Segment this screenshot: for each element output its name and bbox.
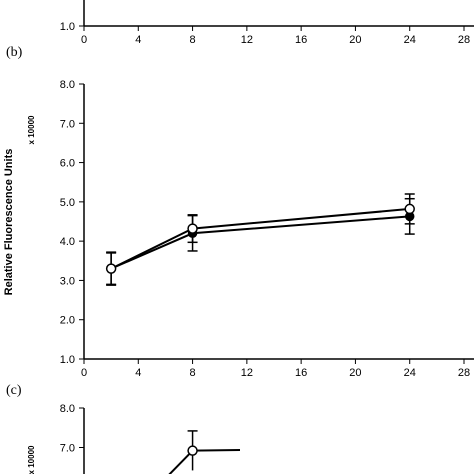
y-multiplier-c: x 10000 bbox=[27, 445, 36, 474]
b-y-tick-label: 7.0 bbox=[60, 118, 75, 130]
panel-label-b: (b) bbox=[6, 45, 23, 60]
b-x-tick-label: 16 bbox=[295, 367, 307, 379]
a-x-tick-label: 28 bbox=[458, 34, 470, 46]
b-series-1-line bbox=[110, 215, 410, 270]
a-x-tick-label: 20 bbox=[349, 34, 361, 46]
b-series-2-point bbox=[105, 263, 117, 274]
a-x-tick-label: 0 bbox=[81, 34, 87, 46]
b-x-tick-label: 8 bbox=[190, 367, 196, 379]
b-x-tick-label: 4 bbox=[135, 367, 141, 379]
b-x-tick-label: 24 bbox=[404, 367, 416, 379]
y-axis-label-b: Relative Fluorescence Units bbox=[3, 149, 15, 296]
b-x-tick-label: 12 bbox=[241, 367, 253, 379]
b-x-tick-label: 0 bbox=[81, 367, 87, 379]
a-x-tick-label: 4 bbox=[135, 34, 141, 46]
b-y-tick-label: 6.0 bbox=[60, 158, 75, 170]
a-x-tick-label: 24 bbox=[404, 34, 416, 46]
b-y-tick-label: 2.0 bbox=[60, 315, 75, 327]
a-y-tick-label: 1.0 bbox=[60, 21, 75, 33]
b-series-2-line bbox=[110, 207, 410, 270]
b-y-tick-label: 5.0 bbox=[60, 197, 75, 209]
a-x-tick-label: 16 bbox=[295, 34, 307, 46]
y-multiplier-b: x 10000 bbox=[27, 115, 36, 144]
a-x-tick-label: 12 bbox=[241, 34, 253, 46]
c-point bbox=[187, 445, 198, 456]
c-y-tick-label: 8.0 bbox=[60, 403, 75, 415]
b-y-tick-label: 1.0 bbox=[60, 354, 75, 366]
a-x-tick-label: 8 bbox=[190, 34, 196, 46]
b-y-tick-label: 3.0 bbox=[60, 275, 75, 287]
b-x-tick-label: 20 bbox=[349, 367, 361, 379]
panel-label-c: (c) bbox=[6, 383, 22, 398]
c-series-line-right bbox=[192, 449, 241, 452]
b-x-tick-label: 28 bbox=[458, 367, 470, 379]
b-y-tick-label: 4.0 bbox=[60, 236, 75, 248]
b-series-2-point bbox=[187, 223, 198, 234]
b-y-tick-label: 8.0 bbox=[60, 79, 75, 91]
b-series-2-point bbox=[404, 203, 415, 215]
c-y-tick-label: 7.0 bbox=[60, 443, 75, 455]
c-series-line-left bbox=[168, 449, 194, 474]
